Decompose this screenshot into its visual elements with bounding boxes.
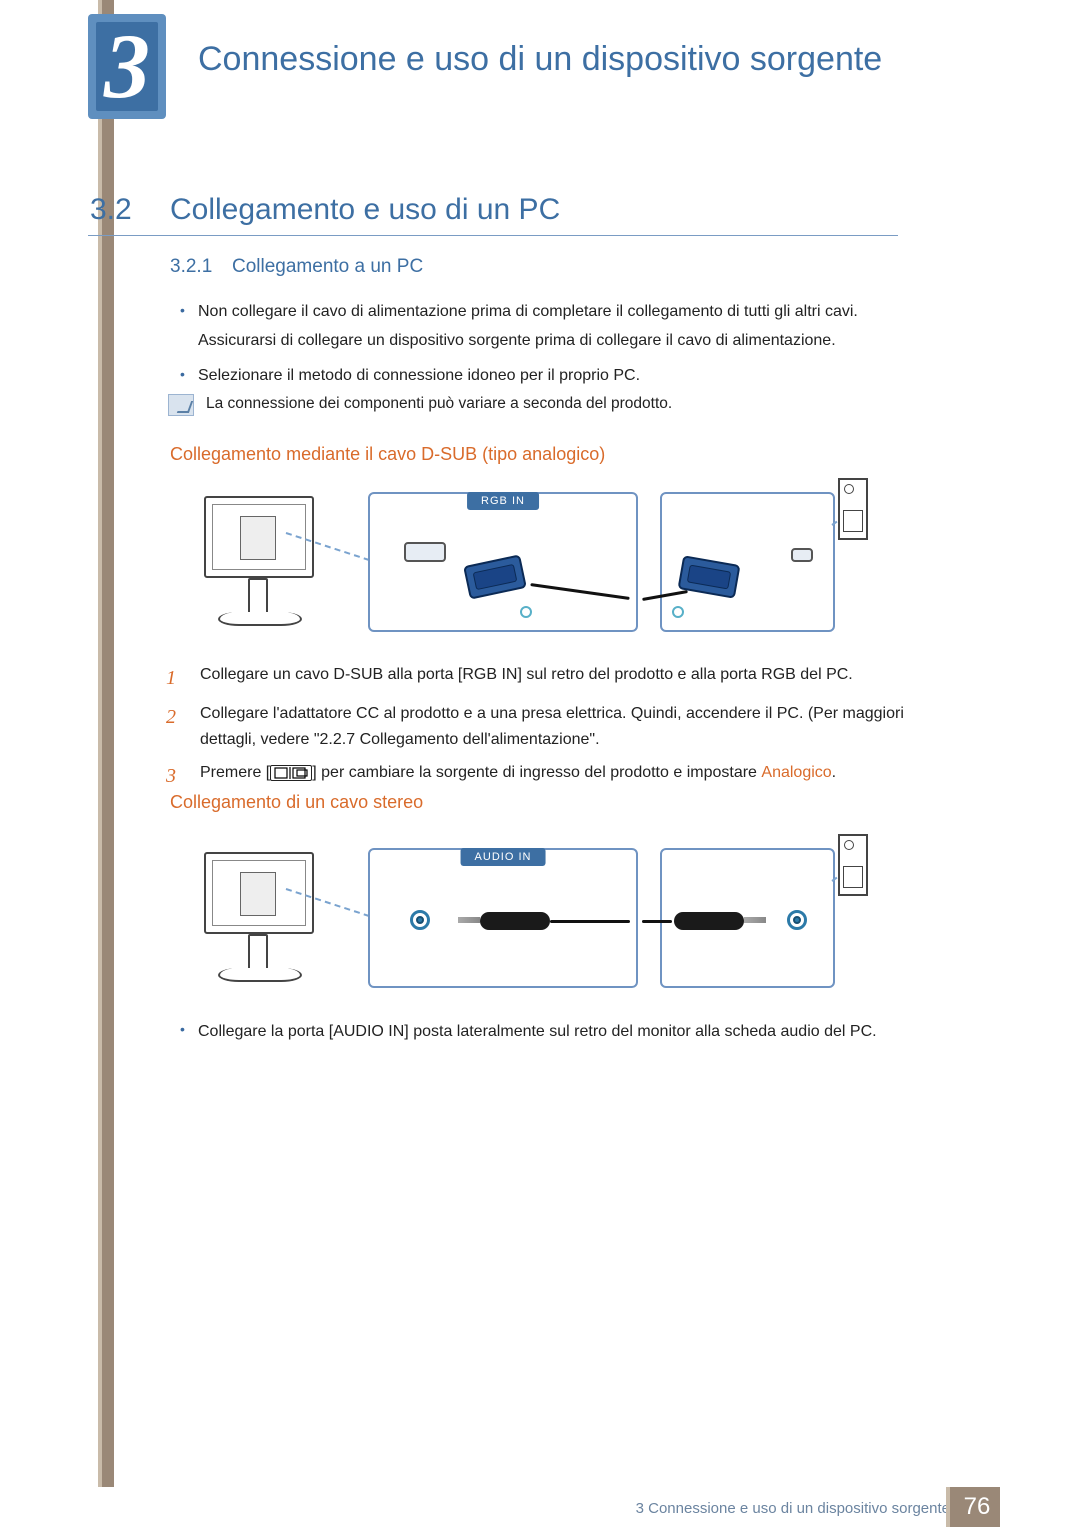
- port-box-pc: [660, 492, 835, 632]
- step-item: 3 Premere [ ] per cambiare la sorgente di…: [166, 760, 906, 793]
- pc-tower-icon: [838, 834, 868, 896]
- pc-tower-icon: [838, 478, 868, 540]
- step3-mode: Analogico: [761, 764, 831, 781]
- note-icon: [168, 394, 194, 416]
- note-text: La connessione dei componenti può variar…: [206, 394, 672, 413]
- port-box-monitor: AUDIO IN: [368, 848, 638, 988]
- vga-port-icon: [404, 542, 446, 562]
- step-text: Collegare un cavo D-SUB alla porta [RGB …: [200, 662, 853, 695]
- post-bullet-list: Collegare la porta [AUDIO IN] posta late…: [180, 1018, 900, 1045]
- chapter-badge: 3: [88, 14, 166, 119]
- diagram-audio: AUDIO IN: [200, 840, 870, 1000]
- monitor-stand: [248, 934, 268, 970]
- diagram-dsub: RGB IN: [200, 484, 870, 644]
- step-item: 2 Collegare l'adattatore CC al prodotto …: [166, 701, 906, 754]
- port-label-rgbin: RGB IN: [467, 492, 539, 510]
- step3-post: ] per cambiare la sorgente di ingresso d…: [312, 764, 761, 781]
- screw-icon: [520, 606, 532, 618]
- port-box-pc: [660, 848, 835, 988]
- port-label-audioin: AUDIO IN: [461, 848, 546, 866]
- heading-stereo: Collegamento di un cavo stereo: [170, 792, 423, 813]
- monitor-stand: [248, 578, 268, 614]
- intro-bullet: Selezionare il metodo di connessione ido…: [180, 362, 900, 391]
- step3-tail: .: [832, 764, 836, 781]
- subsection-title: Collegamento a un PC: [232, 256, 423, 278]
- step-number: 2: [166, 701, 184, 754]
- vga-port-icon: [791, 548, 813, 562]
- monitor-base: [218, 968, 302, 982]
- audio-jack-icon: [787, 910, 807, 930]
- step-item: 1 Collegare un cavo D-SUB alla porta [RG…: [166, 662, 906, 695]
- heading-dsub: Collegamento mediante il cavo D-SUB (tip…: [170, 444, 605, 465]
- cable-segment: [550, 920, 630, 923]
- monitor-base: [218, 612, 302, 626]
- step-number: 1: [166, 662, 184, 695]
- monitor-illustration: [200, 492, 340, 632]
- chapter-title: Connessione e uso di un dispositivo sorg…: [198, 40, 882, 79]
- audio-plug-icon: [480, 912, 550, 930]
- intro-bullet-list: Non collegare il cavo di alimentazione p…: [180, 298, 900, 396]
- page: 3 Connessione e uso di un dispositivo so…: [0, 0, 1080, 1527]
- section-rule: [88, 235, 898, 236]
- page-number: 76: [954, 1487, 1000, 1527]
- audio-plug-icon: [674, 912, 744, 930]
- port-box-monitor: RGB IN: [368, 492, 638, 632]
- monitor-back-panel: [240, 516, 276, 560]
- footer: 3 Connessione e uso di un dispositivo so…: [0, 1487, 1080, 1527]
- screw-icon: [672, 606, 684, 618]
- source-button-icon: [270, 765, 312, 781]
- vga-connector-icon: [463, 554, 527, 599]
- post-bullet: Collegare la porta [AUDIO IN] posta late…: [180, 1018, 900, 1045]
- monitor-illustration: [200, 848, 340, 988]
- audio-jack-icon: [410, 910, 430, 930]
- intro-bullet: Non collegare il cavo di alimentazione p…: [180, 298, 900, 356]
- step-text: Premere [ ] per cambiare la sorgente di i…: [200, 760, 836, 793]
- cable-segment: [642, 590, 688, 601]
- monitor-back-panel: [240, 872, 276, 916]
- step-number: 3: [166, 760, 184, 793]
- step-text: Collegare l'adattatore CC al prodotto e …: [200, 701, 906, 754]
- chapter-number: 3: [88, 14, 166, 119]
- cable-segment: [642, 920, 672, 923]
- step3-pre: Premere [: [200, 764, 270, 781]
- note-row: La connessione dei componenti può variar…: [168, 394, 672, 416]
- footer-text: 3 Connessione e uso di un dispositivo so…: [636, 1500, 950, 1517]
- cable-segment: [530, 583, 629, 600]
- section-title: Collegamento e uso di un PC: [170, 193, 560, 227]
- section-number: 3.2: [90, 193, 132, 227]
- subsection-number: 3.2.1: [170, 256, 212, 278]
- steps-list: 1 Collegare un cavo D-SUB alla porta [RG…: [166, 662, 906, 799]
